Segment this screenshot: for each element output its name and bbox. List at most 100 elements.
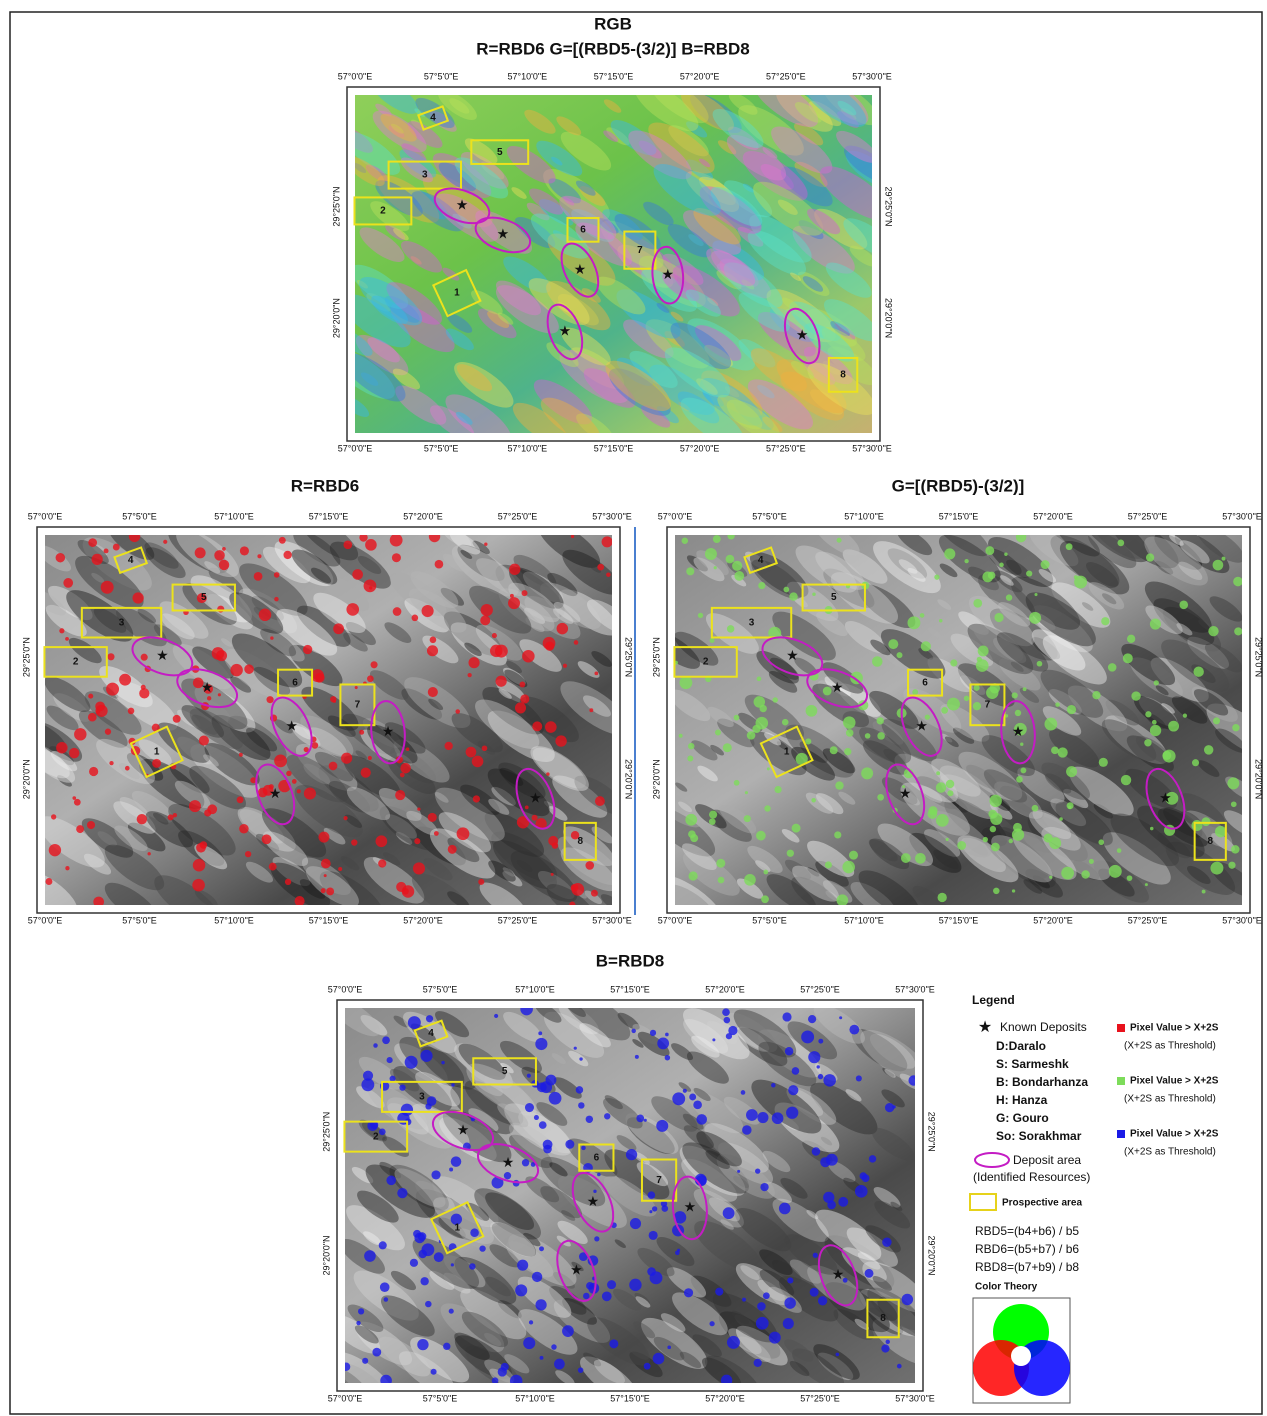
anomaly-pixel [509, 564, 520, 575]
anomaly-pixel [1032, 805, 1039, 812]
anomaly-pixel [1058, 747, 1068, 757]
anomaly-pixel [907, 616, 920, 629]
map-image [323, 64, 900, 456]
anomaly-pixel [806, 705, 818, 717]
longitude-label: 57°30'0"E [852, 71, 892, 81]
anomaly-pixel [490, 645, 503, 658]
anomaly-pixel [602, 536, 613, 547]
anomaly-pixel [888, 639, 898, 649]
anomaly-pixel [498, 1367, 507, 1376]
longitude-label: 57°15'0"E [594, 71, 634, 81]
anomaly-pixel [991, 843, 1000, 852]
anomaly-pixel [1222, 557, 1226, 561]
anomaly-pixel [983, 837, 988, 842]
anomaly-pixel [1179, 601, 1188, 610]
anomaly-pixel [324, 874, 327, 877]
anomaly-pixel [254, 572, 263, 581]
anomaly-pixel [240, 546, 249, 555]
anomaly-pixel [990, 813, 1002, 825]
longitude-label: 57°10'0"E [508, 443, 548, 453]
known-deposit: ★ [1012, 723, 1025, 739]
anomaly-pixel [532, 1272, 542, 1282]
anomaly-pixel [285, 879, 291, 885]
anomaly-pixel [333, 700, 336, 703]
latitude-label: 29°25'0"N [624, 637, 634, 677]
anomaly-pixel [192, 879, 205, 892]
anomaly-pixel [1204, 745, 1213, 754]
anomaly-pixel [769, 1332, 781, 1344]
anomaly-pixel [427, 1096, 437, 1106]
anomaly-pixel [522, 1159, 529, 1166]
anomaly-pixel [578, 1102, 584, 1108]
anomaly-pixel [371, 661, 378, 668]
anomaly-pixel [830, 746, 838, 754]
anomaly-pixel [525, 1103, 534, 1112]
prospective-icon [970, 1194, 996, 1210]
anomaly-pixel [402, 885, 415, 898]
known-deposit: ★ [899, 785, 912, 801]
anomaly-pixel [1121, 775, 1131, 785]
anomaly-pixel [515, 1284, 527, 1296]
area-label: 7 [355, 699, 361, 710]
anomaly-pixel [365, 539, 377, 551]
anomaly-pixel [579, 1057, 582, 1060]
anomaly-pixel [1213, 560, 1224, 571]
anomaly-pixel [892, 1105, 895, 1108]
anomaly-pixel [1020, 743, 1023, 746]
known-deposit: ★ [382, 723, 395, 739]
anomaly-pixel [679, 734, 683, 738]
anomaly-pixel [837, 538, 842, 543]
anomaly-pixel [88, 538, 97, 547]
anomaly-pixel [921, 641, 931, 651]
anomaly-pixel [379, 1128, 386, 1135]
anomaly-pixel [834, 831, 841, 838]
anomaly-pixel [315, 673, 325, 683]
anomaly-pixel [957, 841, 966, 850]
anomaly-pixel [539, 1121, 547, 1129]
area-label: 5 [497, 147, 503, 158]
anomaly-pixel [472, 756, 484, 768]
longitude-label: 57°10'0"E [844, 511, 884, 521]
anomaly-pixel [473, 795, 480, 802]
area-label: 1 [454, 288, 460, 299]
longitude-label: 57°0'0"E [28, 511, 63, 521]
anomaly-pixel [723, 743, 732, 752]
anomaly-pixel [341, 753, 352, 764]
anomaly-pixel [709, 818, 716, 825]
anomaly-pixel [96, 710, 100, 714]
anomaly-pixel [1154, 680, 1159, 685]
anomaly-pixel [982, 572, 993, 583]
anomaly-pixel [763, 870, 768, 875]
map-image [644, 500, 1267, 938]
anomaly-pixel [217, 606, 224, 613]
panel-subtitle: R=RBD6 G=[(RBD5-(3/2)] B=RBD8 [476, 39, 749, 58]
latitude-label: 29°25'0"N [321, 1112, 331, 1152]
anomaly-pixel [295, 896, 305, 906]
anomaly-pixel [901, 853, 911, 863]
longitude-label: 57°30'0"E [852, 443, 892, 453]
longitude-label: 57°10'0"E [508, 71, 548, 81]
anomaly-pixel [644, 1119, 647, 1122]
legend-text: Deposit area [1013, 1153, 1081, 1167]
circle-white [1011, 1346, 1031, 1366]
anomaly-pixel [329, 762, 338, 771]
anomaly-pixel [457, 827, 470, 840]
anomaly-pixel [724, 1017, 731, 1024]
anomaly-pixel [861, 767, 873, 779]
anomaly-pixel [1191, 820, 1202, 831]
anomaly-pixel [1231, 845, 1240, 854]
anomaly-pixel [1109, 865, 1122, 878]
anomaly-pixel [445, 742, 453, 750]
anomaly-pixel [237, 796, 244, 803]
formula: RBD6=(b5+b7) / b6 [975, 1242, 1079, 1256]
known-deposit: ★ [574, 261, 587, 277]
anomaly-pixel [109, 761, 113, 765]
known-deposit: ★ [269, 785, 282, 801]
anomaly-pixel [92, 554, 103, 565]
longitude-label: 57°10'0"E [515, 984, 555, 994]
longitude-label: 57°15'0"E [610, 1393, 650, 1403]
anomaly-pixel [428, 687, 438, 697]
anomaly-pixel [872, 656, 883, 667]
longitude-label: 57°15'0"E [309, 915, 349, 925]
anomaly-pixel [946, 780, 954, 788]
